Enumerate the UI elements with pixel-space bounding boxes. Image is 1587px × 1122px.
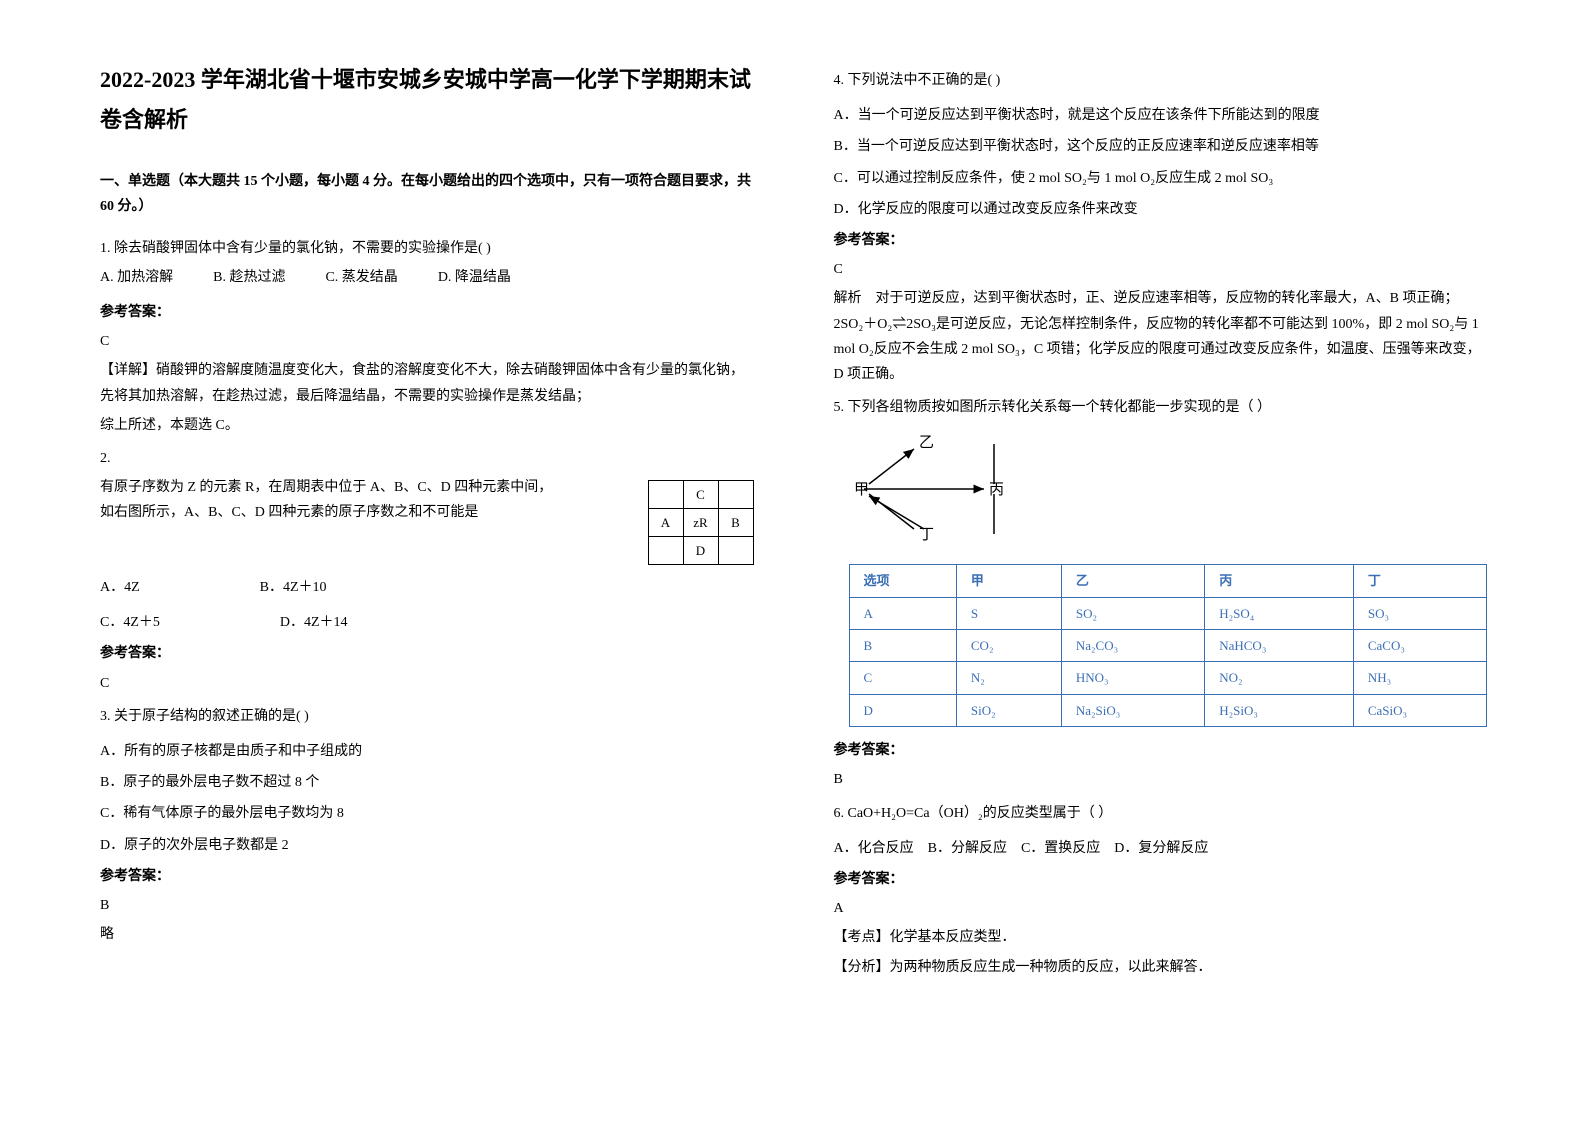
right-column: 4. 下列说法中不正确的是( ) A．当一个可逆反应达到平衡状态时，就是这个反应… — [834, 60, 1488, 1062]
q1-opt-b: B. 趁热过滤 — [213, 265, 285, 290]
cell: S — [956, 597, 1061, 629]
cell: CaCO₃ — [1353, 630, 1486, 662]
q2-periodic-table: C A zR B D — [648, 480, 754, 565]
cell-empty — [648, 481, 683, 509]
q3-opt-c: C．稀有气体原子的最外层电子数均为 8 — [100, 801, 754, 826]
cell: NH₃ — [1353, 662, 1486, 694]
q6-answer-label: 参考答案： — [834, 867, 1488, 892]
q3-omit: 略 — [100, 922, 754, 947]
cell: CaSiO₃ — [1353, 694, 1486, 726]
label-yi: 乙 — [919, 435, 934, 451]
cell-empty — [718, 537, 753, 565]
q2-wrap: 有原子序数为 Z 的元素 R，在周期表中位于 A、B、C、D 四种元素中间， 如… — [100, 475, 754, 565]
th-1: 甲 — [956, 565, 1061, 597]
q1-explain-1: 【详解】硝酸钾的溶解度随温度变化大，食盐的溶解度变化不大，除去硝酸钾固体中含有少… — [100, 358, 754, 408]
q6-answer: A — [834, 896, 1488, 921]
q2-options-row1: A．4Z B．4Z＋10 — [100, 575, 754, 600]
q3-opt-d: D．原子的次外层电子数都是 2 — [100, 833, 754, 858]
exam-title: 2022-2023 学年湖北省十堰市安城乡安城中学高一化学下学期期末试卷含解析 — [100, 60, 754, 139]
q1-stem: 1. 除去硝酸钾固体中含有少量的氯化钠，不需要的实验操作是( ) — [100, 236, 754, 261]
q1-opt-d: D. 降温结晶 — [438, 265, 511, 290]
q5-answer: B — [834, 767, 1488, 792]
q2-options-row2: C．4Z＋5 D．4Z＋14 — [100, 610, 754, 635]
q2-opt-b: B．4Z＋10 — [260, 575, 327, 600]
cell: SO₃ — [1353, 597, 1486, 629]
q1-answer: C — [100, 329, 754, 354]
q1-explain-2: 综上所述，本题选 C。 — [100, 413, 754, 438]
table-row: C N₂ HNO₃ NO₂ NH₃ — [849, 662, 1487, 694]
cell-empty — [648, 537, 683, 565]
q6-exp1: 【考点】化学基本反应类型． — [834, 925, 1488, 950]
q4-opt-c: C．可以通过控制反应条件，使 2 mol SO₂与 1 mol O₂反应生成 2… — [834, 166, 1488, 191]
q4-answer-label: 参考答案： — [834, 228, 1488, 253]
q5-diagram: 乙 甲 丙 丁 — [854, 434, 1034, 544]
q2-opt-c: C．4Z＋5 — [100, 610, 160, 635]
cell: NO₂ — [1205, 662, 1354, 694]
q6-opts: A．化合反应 B．分解反应 C．置换反应 D．复分解反应 — [834, 836, 1488, 861]
cell: C — [849, 662, 956, 694]
q2-answer-label: 参考答案： — [100, 641, 754, 666]
table-row: B CO₂ Na₂CO₃ NaHCO₃ CaCO₃ — [849, 630, 1487, 662]
table-header-row: 选项 甲 乙 丙 丁 — [849, 565, 1487, 597]
q1-options: A. 加热溶解 B. 趁热过滤 C. 蒸发结晶 D. 降温结晶 — [100, 265, 754, 290]
q5-answer-label: 参考答案： — [834, 738, 1488, 763]
label-jia: 甲 — [854, 482, 869, 498]
cell: NaHCO₃ — [1205, 630, 1354, 662]
q6-stem: 6. CaO+H₂O=Ca（OH）₂的反应类型属于（ ） — [834, 801, 1488, 826]
q4-opt-d: D．化学反应的限度可以通过改变反应条件来改变 — [834, 197, 1488, 222]
q4-opt-a: A．当一个可逆反应达到平衡状态时，就是这个反应在该条件下所能达到的限度 — [834, 103, 1488, 128]
th-0: 选项 — [849, 565, 956, 597]
q4-answer: C — [834, 257, 1488, 282]
cell: SiO₂ — [956, 694, 1061, 726]
cell: HNO₃ — [1061, 662, 1204, 694]
q4-stem: 4. 下列说法中不正确的是( ) — [834, 68, 1488, 93]
q2-opt-a: A．4Z — [100, 575, 140, 600]
q1-answer-label: 参考答案： — [100, 300, 754, 325]
label-ding: 丁 — [919, 527, 934, 543]
q3-answer-label: 参考答案： — [100, 864, 754, 889]
cell: D — [849, 694, 956, 726]
q2-line2: 如右图所示，A、B、C、D 四种元素的原子序数之和不可能是 — [100, 500, 628, 525]
cell: B — [849, 630, 956, 662]
th-2: 乙 — [1061, 565, 1204, 597]
th-3: 丙 — [1205, 565, 1354, 597]
cell-b: B — [718, 509, 753, 537]
cell: Na₂SiO₃ — [1061, 694, 1204, 726]
cell-a: A — [648, 509, 683, 537]
left-column: 2022-2023 学年湖北省十堰市安城乡安城中学高一化学下学期期末试卷含解析 … — [100, 60, 754, 1062]
q2-text: 有原子序数为 Z 的元素 R，在周期表中位于 A、B、C、D 四种元素中间， 如… — [100, 475, 628, 525]
table-row: D SiO₂ Na₂SiO₃ H₂SiO₃ CaSiO₃ — [849, 694, 1487, 726]
cell: A — [849, 597, 956, 629]
cell-empty — [718, 481, 753, 509]
q2-num: 2. — [100, 446, 754, 471]
q6-exp2: 【分析】为两种物质反应生成一种物质的反应，以此来解答． — [834, 955, 1488, 980]
q3-opt-a: A．所有的原子核都是由质子和中子组成的 — [100, 739, 754, 764]
table-row: A S SO₂ H₂SO₄ SO₃ — [849, 597, 1487, 629]
cell-d: D — [683, 537, 718, 565]
cell: CO₂ — [956, 630, 1061, 662]
cell: H₂SiO₃ — [1205, 694, 1354, 726]
label-bing: 丙 — [989, 482, 1004, 498]
q2-opt-d: D．4Z＋14 — [280, 610, 348, 635]
section-1-header: 一、单选题（本大题共 15 个小题，每小题 4 分。在每小题给出的四个选项中，只… — [100, 169, 754, 219]
q1-opt-a: A. 加热溶解 — [100, 265, 173, 290]
q2-line1: 有原子序数为 Z 的元素 R，在周期表中位于 A、B、C、D 四种元素中间， — [100, 475, 628, 500]
q5-stem: 5. 下列各组物质按如图所示转化关系每一个转化都能一步实现的是（ ） — [834, 395, 1488, 420]
cell: N₂ — [956, 662, 1061, 694]
cell-r: zR — [683, 509, 718, 537]
q3-opt-b: B．原子的最外层电子数不超过 8 个 — [100, 770, 754, 795]
q5-table: 选项 甲 乙 丙 丁 A S SO₂ H₂SO₄ SO₃ B CO₂ Na₂CO… — [849, 564, 1488, 727]
cell: H₂SO₄ — [1205, 597, 1354, 629]
q4-explain: 解析 对于可逆反应，达到平衡状态时，正、逆反应速率相等，反应物的转化率最大，A、… — [834, 286, 1488, 387]
cell: SO₂ — [1061, 597, 1204, 629]
q2-answer: C — [100, 671, 754, 696]
q1-opt-c: C. 蒸发结晶 — [325, 265, 397, 290]
q3-answer: B — [100, 893, 754, 918]
q3-stem: 3. 关于原子结构的叙述正确的是( ) — [100, 704, 754, 729]
th-4: 丁 — [1353, 565, 1486, 597]
q4-opt-b: B．当一个可逆反应达到平衡状态时，这个反应的正反应速率和逆反应速率相等 — [834, 134, 1488, 159]
cell: Na₂CO₃ — [1061, 630, 1204, 662]
cell-c: C — [683, 481, 718, 509]
